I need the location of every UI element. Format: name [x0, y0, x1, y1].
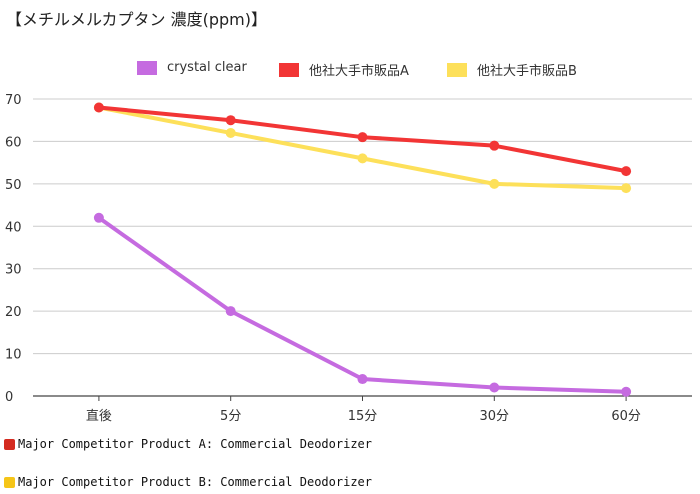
x-axis-ticks: 直後 5分 15分 30分 60分 — [86, 396, 641, 424]
data-point[interactable] — [357, 374, 368, 385]
y-tick-label: 60 — [5, 135, 22, 150]
data-point[interactable] — [489, 178, 500, 189]
legend-item-crystal-clear[interactable]: crystal clear — [137, 60, 247, 75]
note-competitor-b: Major Competitor Product B: Commercial D… — [4, 475, 372, 489]
legend-item-competitor-a[interactable]: 他社大手市販品A — [279, 60, 409, 79]
note-text: Major Competitor Product A: Commercial D… — [18, 437, 373, 451]
x-tick-label: 30分 — [480, 409, 510, 424]
data-point[interactable] — [621, 386, 632, 397]
red-square-icon — [4, 438, 15, 450]
data-point[interactable] — [225, 115, 236, 126]
data-point[interactable] — [489, 382, 500, 393]
y-tick-label: 30 — [5, 263, 22, 278]
y-axis-ticks: 0 10 20 30 40 50 60 70 — [5, 93, 22, 405]
data-point[interactable] — [357, 153, 368, 164]
y-tick-label: 0 — [5, 390, 13, 405]
legend-label: 他社大手市販品B — [477, 64, 577, 79]
chart-title: 【メチルメルカプタン 濃度(ppm)】 — [6, 10, 267, 29]
data-point[interactable] — [489, 140, 500, 151]
data-point[interactable] — [621, 166, 632, 177]
legend-label: 他社大手市販品A — [309, 64, 409, 79]
y-tick-label: 50 — [5, 178, 22, 193]
data-point[interactable] — [357, 132, 368, 143]
x-tick-label: 15分 — [348, 409, 378, 424]
series-1 — [93, 102, 632, 177]
note-competitor-a: Major Competitor Product A: Commercial D… — [4, 437, 372, 451]
data-point[interactable] — [225, 127, 236, 138]
y-tick-label: 70 — [5, 93, 22, 108]
gridlines — [33, 98, 692, 397]
y-tick-label: 10 — [5, 348, 22, 363]
data-point[interactable] — [93, 102, 104, 113]
series-lines — [93, 102, 632, 397]
data-point[interactable] — [93, 212, 104, 223]
legend-item-competitor-b[interactable]: 他社大手市販品B — [447, 60, 577, 79]
series-line — [96, 215, 629, 394]
x-tick-label: 60分 — [611, 409, 641, 424]
legend-swatch — [279, 62, 299, 77]
data-point[interactable] — [225, 306, 236, 317]
y-tick-label: 20 — [5, 305, 22, 320]
x-tick-label: 直後 — [86, 409, 112, 424]
x-tick-label: 5分 — [220, 409, 241, 424]
yellow-square-icon — [4, 476, 15, 488]
series-0 — [93, 212, 632, 397]
legend-swatch — [137, 60, 157, 75]
y-tick-label: 40 — [5, 220, 22, 235]
legend-swatch — [447, 62, 467, 77]
chart-legend: crystal clear 他社大手市販品A 他社大手市販品B — [0, 60, 700, 84]
legend-label: crystal clear — [167, 60, 247, 75]
note-text: Major Competitor Product B: Commercial D… — [18, 475, 373, 489]
series-line — [96, 105, 629, 191]
data-point[interactable] — [621, 183, 632, 194]
